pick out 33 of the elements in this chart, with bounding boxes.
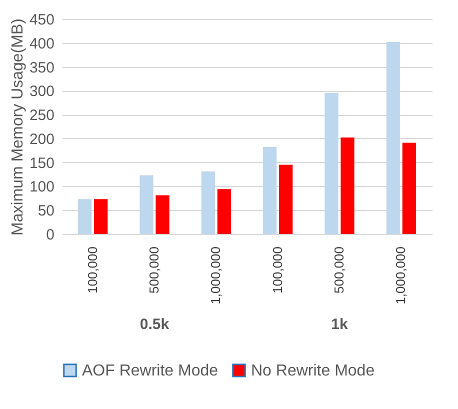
bar <box>156 195 170 234</box>
x-tick-label: 100,000 <box>270 246 285 294</box>
x-tick-label: 1,000,000 <box>208 246 224 304</box>
y-tick-label: 250 <box>29 107 54 124</box>
bar <box>78 199 92 234</box>
text: 0.5k <box>140 316 170 333</box>
bar <box>94 199 108 234</box>
bar <box>217 189 231 234</box>
bar <box>340 137 354 234</box>
legend-label: AOF Rewrite Mode <box>82 362 218 380</box>
text: 1k <box>331 316 348 333</box>
x-tick-label: 100,000 <box>84 246 100 294</box>
x-tick-label: 500,000 <box>146 246 162 294</box>
y-tick-label: 200 <box>29 130 54 148</box>
y-tick-label: 400 <box>29 35 54 52</box>
y-tick-label: 100 <box>29 178 54 196</box>
bar <box>140 175 154 234</box>
legend-label: No Rewrite Mode <box>251 362 375 380</box>
bar <box>279 164 293 234</box>
y-tick-label: 450 <box>29 12 54 28</box>
bar <box>402 142 416 234</box>
y-axis-title: Maximum Memory Usage(MB) <box>9 18 26 236</box>
y-tick-label: 350 <box>29 59 54 76</box>
y-tick-label: 300 <box>29 83 54 100</box>
bar <box>201 171 215 234</box>
y-tick-label: 0 <box>46 226 54 244</box>
bar <box>386 42 400 234</box>
bar <box>263 147 277 234</box>
y-tick-label: 150 <box>29 154 54 172</box>
x-tick-label: 1,000,000 <box>393 246 408 304</box>
y-tick-label: 50 <box>38 202 54 220</box>
x-tick-label: 500,000 <box>332 246 346 294</box>
bar <box>324 93 338 234</box>
